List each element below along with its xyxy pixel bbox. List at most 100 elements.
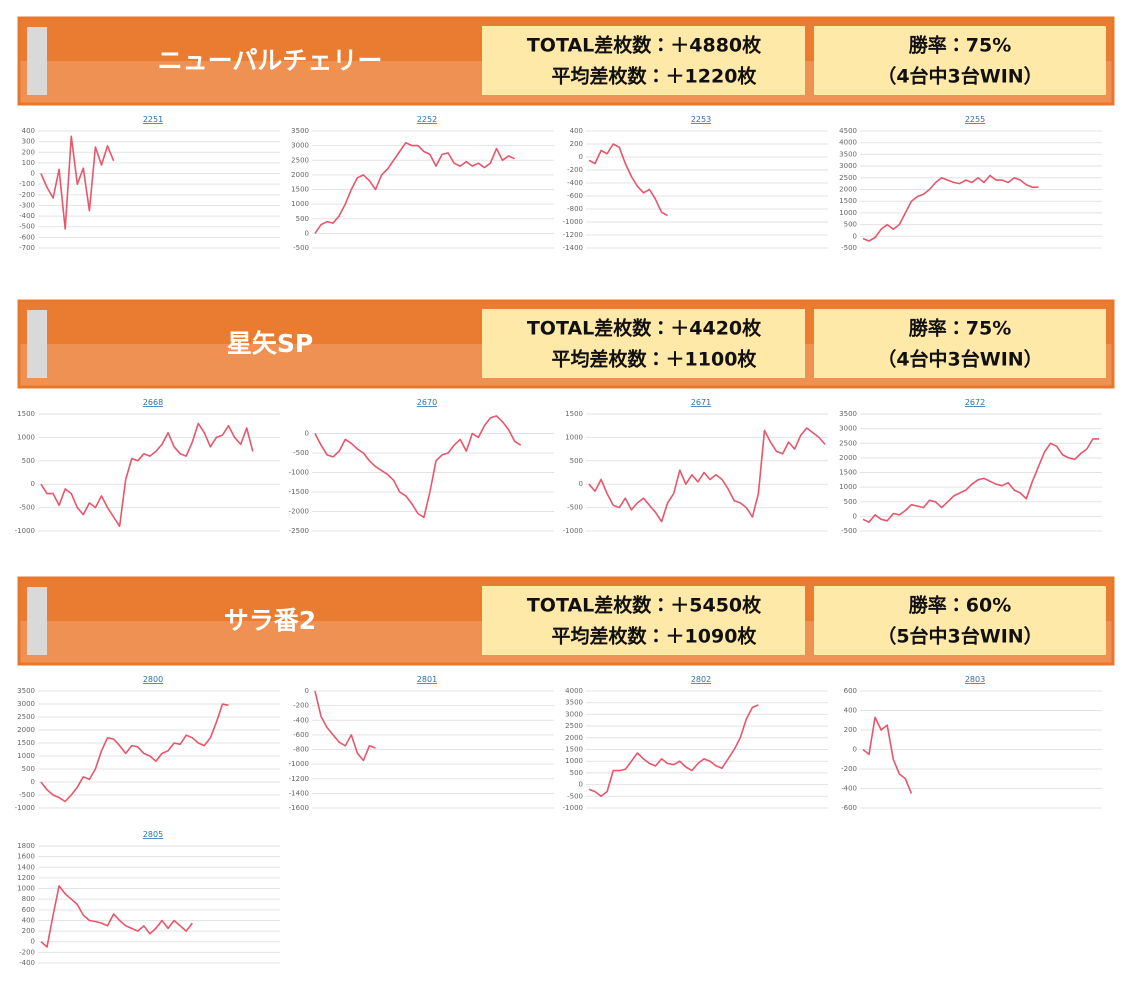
data-line: [314, 141, 515, 234]
y-tick-label: 1500: [291, 186, 309, 194]
y-tick-label: -2000: [289, 508, 309, 516]
data-line: [862, 716, 913, 794]
y-tick-label: -400: [293, 716, 309, 724]
y-tick-label: 2500: [839, 439, 857, 447]
y-tick-label: 500: [844, 498, 857, 506]
y-tick-label: 0: [305, 687, 309, 695]
total-diff: TOTAL差枚数：＋4880枚: [527, 34, 762, 57]
y-tick-label: 3000: [839, 162, 857, 170]
y-tick-label: -300: [19, 201, 35, 209]
y-tick-label: -400: [19, 959, 35, 967]
y-tick-label: -500: [841, 527, 857, 535]
chart-title: 2255: [965, 115, 985, 124]
y-tick-label: 2000: [291, 171, 309, 179]
y-tick-label: -600: [19, 233, 35, 241]
y-tick-label: -800: [293, 746, 309, 754]
y-tick-label: -1000: [289, 469, 309, 477]
data-line: [314, 415, 522, 519]
y-tick-label: 0: [31, 778, 35, 786]
y-tick-label: 1000: [565, 433, 583, 441]
data-line: [40, 135, 115, 230]
y-tick-label: -500: [567, 792, 583, 800]
chart-title: 2252: [417, 115, 437, 124]
header-tab: [27, 310, 47, 378]
y-tick-label: 1000: [17, 433, 35, 441]
average-diff: 平均差枚数：＋1100枚: [552, 348, 758, 371]
y-tick-label: -1400: [289, 789, 309, 797]
y-tick-label: 200: [570, 140, 583, 148]
y-tick-label: 800: [22, 895, 35, 903]
y-tick-label: 200: [22, 148, 35, 156]
total-diff: TOTAL差枚数：＋4420枚: [527, 317, 762, 340]
y-tick-label: -600: [841, 804, 857, 812]
y-tick-label: 500: [570, 457, 583, 465]
y-tick-label: 2000: [17, 726, 35, 734]
data-line: [40, 703, 229, 803]
chart-title: 2668: [143, 398, 163, 407]
data-line: [862, 438, 1099, 524]
y-tick-label: 1500: [17, 410, 35, 418]
y-tick-label: 0: [31, 170, 35, 178]
y-tick-label: -200: [19, 191, 35, 199]
y-tick-label: 600: [22, 906, 35, 914]
y-tick-label: -400: [841, 785, 857, 793]
y-tick-label: -1000: [563, 804, 583, 812]
y-tick-label: 0: [853, 512, 857, 520]
y-tick-label: 3500: [291, 127, 309, 135]
y-tick-label: -500: [19, 223, 35, 231]
data-line: [862, 174, 1039, 242]
win-rate: 勝率：75%: [909, 34, 1011, 57]
y-tick-label: -200: [293, 702, 309, 710]
y-tick-label: -500: [19, 504, 35, 512]
y-tick-label: -700: [19, 244, 35, 252]
y-tick-label: 0: [853, 746, 857, 754]
y-tick-label: 2000: [565, 734, 583, 742]
machine-name: ニューパルチェリー: [158, 46, 383, 75]
y-tick-label: -1000: [563, 527, 583, 535]
y-tick-label: 1600: [17, 853, 35, 861]
chart-title: 2670: [417, 398, 437, 407]
y-tick-label: 4000: [839, 139, 857, 147]
win-rate: 勝率：75%: [909, 317, 1011, 340]
y-tick-label: 4000: [565, 687, 583, 695]
data-line: [588, 704, 759, 798]
y-tick-label: 0: [305, 430, 309, 438]
chart-title: 2253: [691, 115, 711, 124]
y-tick-label: -1500: [289, 488, 309, 496]
stat-box: [814, 309, 1106, 378]
header-tab: [27, 27, 47, 95]
win-detail: （4台中3台WIN）: [877, 348, 1042, 371]
average-diff: 平均差枚数：＋1220枚: [552, 65, 758, 88]
y-tick-label: 3500: [839, 150, 857, 158]
y-tick-label: 500: [22, 457, 35, 465]
y-tick-label: -1000: [563, 218, 583, 226]
data-line: [588, 427, 826, 523]
stat-box: [814, 26, 1106, 95]
y-tick-label: -1000: [15, 527, 35, 535]
data-line: [40, 885, 193, 948]
win-detail: （5台中3台WIN）: [877, 625, 1042, 648]
y-tick-label: -1200: [563, 231, 583, 239]
y-tick-label: 2000: [839, 454, 857, 462]
y-tick-label: 1000: [17, 752, 35, 760]
y-tick-label: -500: [841, 244, 857, 252]
y-tick-label: 1000: [565, 757, 583, 765]
win-rate: 勝率：60%: [909, 594, 1011, 617]
data-line: [40, 422, 254, 528]
y-tick-label: 2500: [17, 713, 35, 721]
y-tick-label: 1000: [839, 209, 857, 217]
y-tick-label: 400: [570, 127, 583, 135]
header-frame: [17, 16, 1115, 106]
chart-title: 2251: [143, 115, 163, 124]
y-tick-label: 1000: [17, 885, 35, 893]
y-tick-label: 1800: [17, 842, 35, 850]
y-tick-label: 500: [296, 215, 309, 223]
header-frame: [17, 299, 1115, 389]
y-tick-label: -500: [293, 244, 309, 252]
y-tick-label: 300: [22, 138, 35, 146]
y-tick-label: -600: [293, 731, 309, 739]
y-tick-label: -1000: [15, 804, 35, 812]
y-tick-label: 100: [22, 159, 35, 167]
chart-title: 2802: [691, 675, 711, 684]
